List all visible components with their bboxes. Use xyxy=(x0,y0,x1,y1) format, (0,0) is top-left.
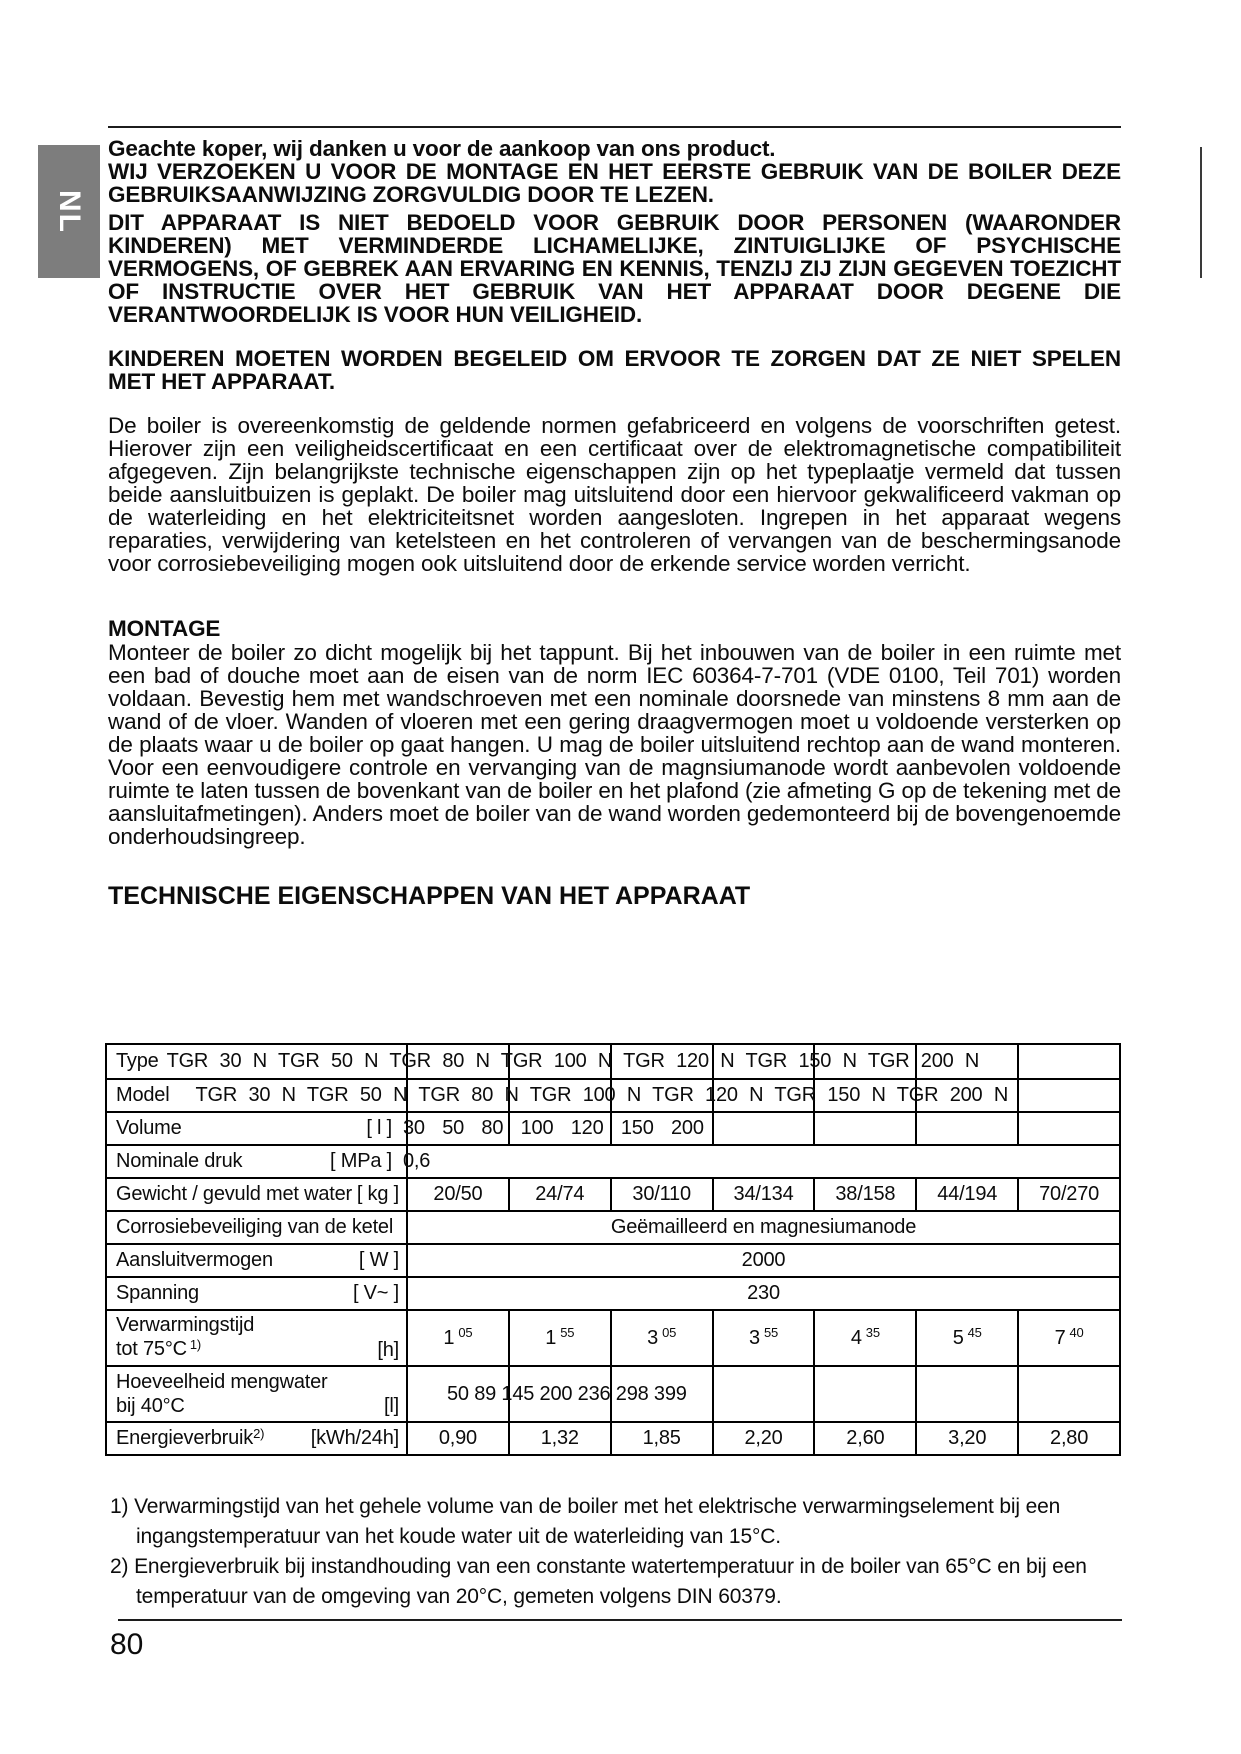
energy-cell: 1,85 xyxy=(609,1423,712,1454)
row-weight-label: Gewicht / gevuld met water xyxy=(116,1183,353,1205)
table-row-voltage: Spanning [ V~ ] 230 xyxy=(107,1276,1119,1309)
table-row-model: Model TGR 30 N TGR 50 N TGR 80 N TGR 100… xyxy=(107,1078,1119,1111)
weight-cell: 34/134 xyxy=(711,1179,814,1210)
weight-cell: 38/158 xyxy=(813,1179,915,1210)
row-energy-unit: [kWh/24h] xyxy=(310,1427,399,1449)
row-volume-label: Volume xyxy=(116,1117,182,1139)
table-row-mixwater: Hoeveelheid mengwater bij 40°C [l] 50 89… xyxy=(107,1365,1119,1421)
table-row-weight: Gewicht / gevuld met water [ kg ] 20/50 … xyxy=(107,1177,1119,1210)
weight-cell: 24/74 xyxy=(507,1179,610,1210)
row-voltage-unit: [ V~ ] xyxy=(352,1282,399,1304)
standards-paragraph: De boiler is overeenkomstig de geldende … xyxy=(108,413,1121,576)
row-voltage-label: Spanning xyxy=(116,1282,199,1304)
weight-cell: 20/50 xyxy=(406,1179,508,1210)
language-tab: NL xyxy=(38,145,100,278)
heating-cell: 3 05 xyxy=(609,1311,712,1365)
row-pressure-unit: [ MPa ] xyxy=(330,1150,392,1172)
row-pressure-label: Nominale druk xyxy=(116,1150,243,1172)
row-power-value: 2000 xyxy=(406,1245,1119,1276)
intro-request: WIJ VERZOEKEN U VOOR DE MONTAGE EN HET E… xyxy=(108,159,1121,207)
weight-cell: 70/270 xyxy=(1017,1179,1119,1210)
energy-cell: 0,90 xyxy=(406,1423,508,1454)
page-number: 80 xyxy=(110,1628,144,1661)
table-row-corrosion: Corrosiebeveiliging van de ketel Geëmail… xyxy=(107,1210,1119,1243)
table-row-power: Aansluitvermogen [ W ] 2000 xyxy=(107,1243,1119,1276)
intro-paragraph: Geachte koper, wij danken u voor de aank… xyxy=(108,137,1121,206)
row-voltage-value: 230 xyxy=(406,1278,1119,1309)
warning-persons: DIT APPARAAT IS NIET BEDOELD VOOR GEBRUI… xyxy=(108,210,1121,327)
energy-cell: 2,20 xyxy=(711,1423,814,1454)
row-power-unit: [ W ] xyxy=(358,1249,399,1271)
row-heating-label-1: Verwarmingstijd xyxy=(116,1314,255,1336)
table-row-energy: Energieverbruik2) [kWh/24h] 0,90 1,32 1,… xyxy=(107,1421,1119,1454)
table-row-type: Type TGR 30 N TGR 50 N TGR 80 N TGR 100 … xyxy=(107,1045,1119,1078)
heating-cell: 7 40 xyxy=(1017,1311,1119,1365)
montage-heading: MONTAGE xyxy=(108,616,221,641)
tech-heading: TECHNISCHE EIGENSCHAPPEN VAN HET APPARAA… xyxy=(108,882,751,910)
weight-cell: 44/194 xyxy=(915,1179,1017,1210)
row-mixwater-label-2: bij 40°C xyxy=(116,1395,185,1417)
row-corrosion-label: Corrosiebeveiliging van de ketel xyxy=(116,1216,394,1238)
row-heating-label-2: tot 75°C 1) xyxy=(116,1337,202,1360)
footnote-ref-1: 1) xyxy=(189,1337,202,1352)
energy-cell: 3,20 xyxy=(915,1423,1017,1454)
row-type-label: Type xyxy=(116,1050,159,1072)
footnotes: 1) Verwarmingstijd van het gehele volume… xyxy=(110,1492,1105,1612)
row-mixwater-values: 50 89 145 200 236 298 399 xyxy=(447,1382,687,1405)
row-heating-unit: [h] xyxy=(377,1339,399,1361)
right-margin-mark xyxy=(1200,147,1202,278)
footnote-2: 2) Energieverbruik bij instandhouding va… xyxy=(110,1552,1105,1612)
row-model-models: TGR 30 N TGR 50 N TGR 80 N TGR 100 N TGR… xyxy=(195,1084,1009,1106)
energy-cell: 2,80 xyxy=(1017,1423,1119,1454)
table-row-volume: Volume [ l ] 30 50 80 100 120 150 200 xyxy=(107,1111,1119,1144)
spec-table: Type TGR 30 N TGR 50 N TGR 80 N TGR 100 … xyxy=(105,1043,1121,1456)
footnote-1-text: Verwarmingstijd van het gehele volume va… xyxy=(134,1495,1061,1548)
row-power-label: Aansluitvermogen xyxy=(116,1249,273,1271)
row-type-overlay: Type TGR 30 N TGR 50 N TGR 80 N TGR 100 … xyxy=(107,1045,1119,1078)
heating-cell: 1 05 xyxy=(406,1311,508,1365)
footnote-2-marker: 2) xyxy=(110,1555,129,1578)
row-pressure-overlay: Nominale druk [ MPa ] 0,6 xyxy=(107,1146,1119,1177)
row-mixwater-unit: [l] xyxy=(384,1395,399,1417)
row-model-overlay: Model TGR 30 N TGR 50 N TGR 80 N TGR 100… xyxy=(107,1080,1119,1111)
row-volume-values: 30 50 80 100 120 150 200 xyxy=(403,1117,704,1139)
table-row-pressure: Nominale druk [ MPa ] 0,6 xyxy=(107,1144,1119,1177)
footnote-1-marker: 1) xyxy=(110,1495,129,1518)
heating-cell: 4 35 xyxy=(813,1311,915,1365)
row-weight-unit: [ kg ] xyxy=(356,1183,399,1205)
footnote-2-text: Energieverbruik bij instandhouding van e… xyxy=(134,1555,1087,1608)
row-energy-label: Energieverbruik2) xyxy=(116,1426,265,1449)
top-rule xyxy=(108,126,1121,128)
table-row-heating: Verwarmingstijd tot 75°C 1) [h] 1 05 1 55 3… xyxy=(107,1309,1119,1365)
row-mixwater-label-1: Hoeveelheid mengwater xyxy=(116,1371,328,1393)
montage-paragraph: Monteer de boiler zo dicht mogelijk bij … xyxy=(108,640,1121,849)
energy-cell: 2,60 xyxy=(813,1423,915,1454)
row-model-label: Model xyxy=(116,1084,170,1106)
bottom-rule xyxy=(118,1619,1122,1621)
row-volume-unit: [ l ] xyxy=(366,1117,392,1139)
footnote-ref-2: 2) xyxy=(253,1426,265,1441)
heating-cell: 1 55 xyxy=(507,1311,610,1365)
weight-cell: 30/110 xyxy=(609,1179,712,1210)
energy-cell: 1,32 xyxy=(507,1423,610,1454)
footnote-1: 1) Verwarmingstijd van het gehele volume… xyxy=(110,1492,1105,1552)
row-corrosion-value: Geëmailleerd en magnesiumanode xyxy=(406,1212,1119,1243)
heating-cell: 5 45 xyxy=(915,1311,1017,1365)
row-volume-overlay: Volume [ l ] 30 50 80 100 120 150 200 xyxy=(107,1113,1119,1144)
warning-children: KINDEREN MOETEN WORDEN BEGELEID OM ERVOO… xyxy=(108,346,1121,394)
heating-cell: 3 55 xyxy=(711,1311,814,1365)
intro-greeting: Geachte koper, wij danken u voor de aank… xyxy=(108,136,776,161)
language-tab-label: NL xyxy=(53,189,86,234)
row-type-models: TGR 30 N TGR 50 N TGR 80 N TGR 100 N TGR… xyxy=(166,1050,980,1072)
row-pressure-value: 0,6 xyxy=(403,1150,431,1172)
